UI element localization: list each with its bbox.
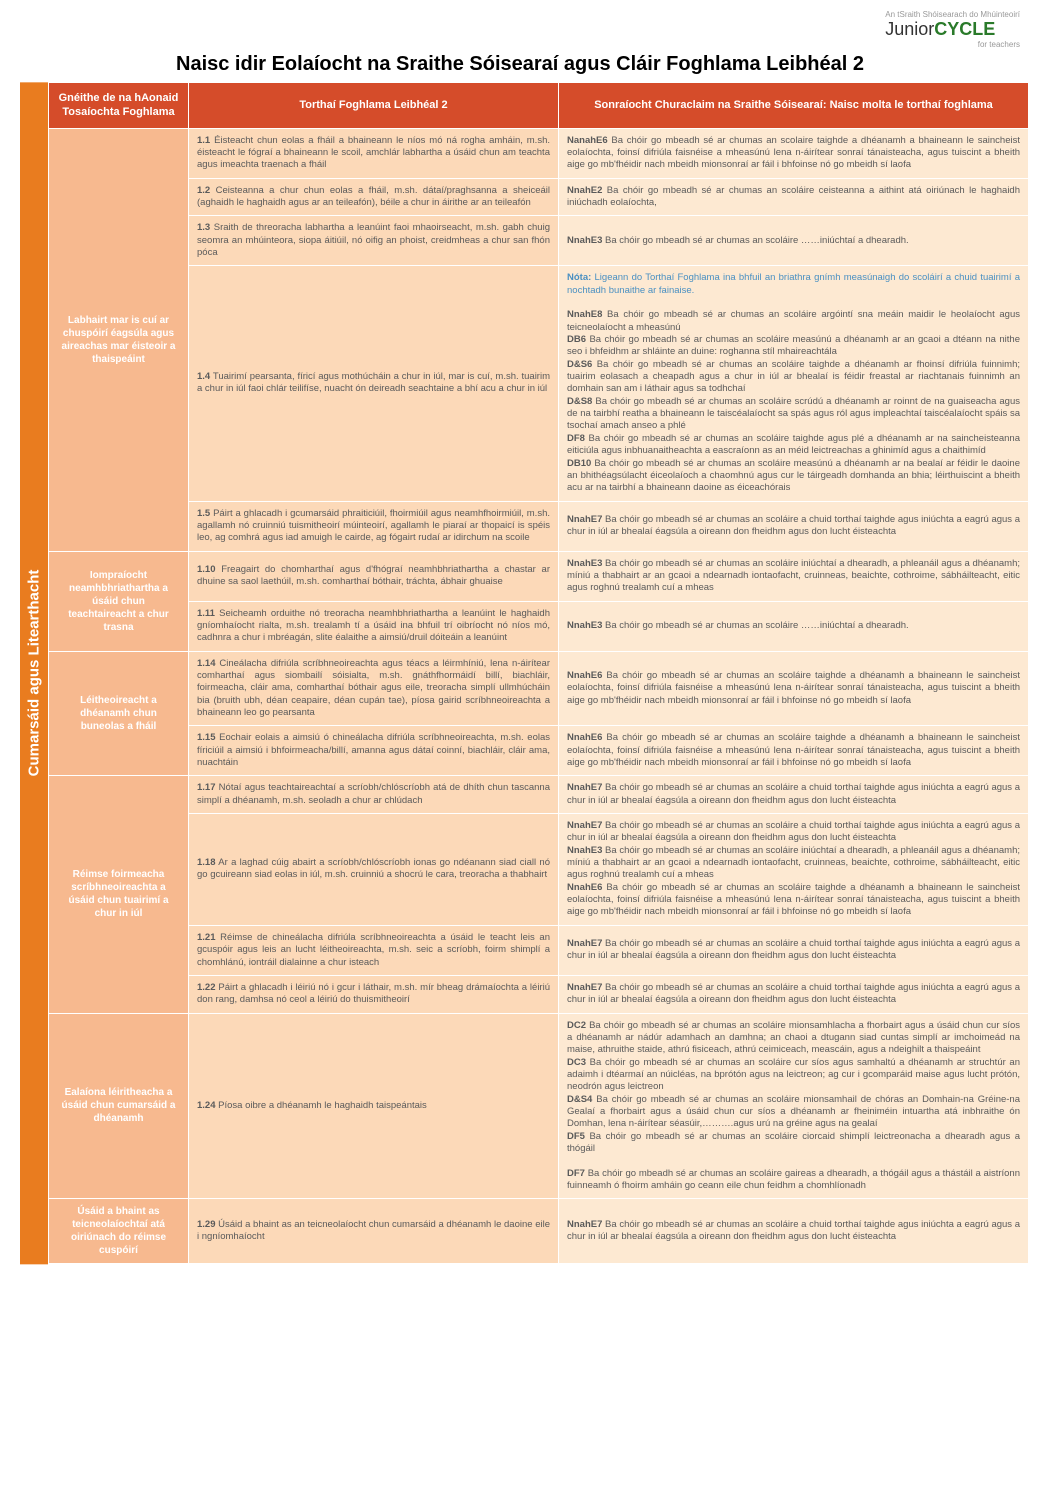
specification-cell: NnahE7 Ba chóir go mbeadh sé ar chumas a… — [559, 1199, 1029, 1264]
main-layout: Cumarsáid agus Litearthacht Gnéithe de n… — [20, 82, 1020, 1264]
specification-cell: DC2 Ba chóir go mbeadh sé ar chumas an s… — [559, 1013, 1029, 1199]
row-group-head: Léitheoireacht a dhéanamh chun buneolas … — [49, 651, 189, 776]
specification-cell: NnahE6 Ba chóir go mbeadh sé ar chumas a… — [559, 726, 1029, 776]
specification-cell: NnahE3 Ba chóir go mbeadh sé ar chumas a… — [559, 601, 1029, 651]
specification-cell: NnahE7 Ba chóir go mbeadh sé ar chumas a… — [559, 776, 1029, 814]
specification-cell: NanahE6 Ba chóir go mbeadh sé ar chumas … — [559, 128, 1029, 178]
content-area: Gnéithe de na hAonaid Tosaíochta Foghlam… — [48, 82, 1029, 1264]
header-smalltext: An tSraith Shóisearach do Mhúinteoirí — [885, 10, 1020, 19]
row-group-head: Ealaíona léiritheacha a úsáid chun cumar… — [49, 1013, 189, 1199]
specification-cell: NnahE2 Ba chóir go mbeadh sé ar chumas a… — [559, 178, 1029, 216]
specification-cell: NnahE6 Ba chóir go mbeadh sé ar chumas a… — [559, 651, 1029, 726]
learning-outcome-cell: 1.3 Sraith de threoracha labhartha a lea… — [189, 216, 559, 266]
learning-outcome-cell: 1.11 Seicheamh orduithe nó treoracha nea… — [189, 601, 559, 651]
logo-cycle: CYCLE — [934, 19, 995, 39]
col-header-1: Gnéithe de na hAonaid Tosaíochta Foghlam… — [49, 83, 189, 129]
top-bar: An tSraith Shóisearach do Mhúinteoirí Ju… — [20, 10, 1020, 49]
learning-outcome-cell: 1.29 Úsáid a bhaint as an teicneolaíocht… — [189, 1199, 559, 1264]
learning-outcome-cell: 1.22 Páirt a ghlacadh i léiriú nó i gcur… — [189, 975, 559, 1013]
specification-cell: NnahE7 Ba chóir go mbeadh sé ar chumas a… — [559, 814, 1029, 926]
col-header-2: Torthaí Foghlama Leibhéal 2 — [189, 83, 559, 129]
curriculum-table: Gnéithe de na hAonaid Tosaíochta Foghlam… — [48, 82, 1029, 1264]
sidebar-label: Cumarsáid agus Litearthacht — [20, 82, 48, 1264]
learning-outcome-cell: 1.1 Éisteacht chun eolas a fháil a bhain… — [189, 128, 559, 178]
logo: JuniorCYCLE for teachers — [885, 19, 1020, 49]
row-group-head: Iompraíocht neamhbhriathartha a úsáid ch… — [49, 551, 189, 651]
page-title: Naisc idir Eolaíocht na Sraithe Sóiseara… — [20, 53, 1020, 76]
col-header-3: Sonraíocht Churaclaim na Sraithe Sóisear… — [559, 83, 1029, 129]
specification-cell: NnahE7 Ba chóir go mbeadh sé ar chumas a… — [559, 501, 1029, 551]
logo-sub: for teachers — [885, 40, 1020, 49]
learning-outcome-cell: 1.5 Páirt a ghlacadh i gcumarsáid phrait… — [189, 501, 559, 551]
learning-outcome-cell: 1.18 Ar a laghad cúig abairt a scríobh/c… — [189, 814, 559, 926]
specification-cell: Nóta: Ligeann do Torthaí Foghlama ina bh… — [559, 266, 1029, 501]
row-group-head: Labhairt mar is cuí ar chuspóirí éagsúla… — [49, 128, 189, 551]
learning-outcome-cell: 1.24 Píosa oibre a dhéanamh le haghaidh … — [189, 1013, 559, 1199]
specification-cell: NnahE3 Ba chóir go mbeadh sé ar chumas a… — [559, 551, 1029, 601]
learning-outcome-cell: 1.15 Eochair eolais a aimsiú ó chineálac… — [189, 726, 559, 776]
learning-outcome-cell: 1.17 Nótaí agus teachtaireachtaí a scrío… — [189, 776, 559, 814]
learning-outcome-cell: 1.10 Freagairt do chomharthaí agus d'fhó… — [189, 551, 559, 601]
learning-outcome-cell: 1.2 Ceisteanna a chur chun eolas a fháil… — [189, 178, 559, 216]
learning-outcome-cell: 1.21 Réimse de chineálacha difriúla scrí… — [189, 925, 559, 975]
learning-outcome-cell: 1.4 Tuairimí pearsanta, fíricí agus moth… — [189, 266, 559, 501]
specification-cell: NnahE7 Ba chóir go mbeadh sé ar chumas a… — [559, 925, 1029, 975]
specification-cell: NnahE3 Ba chóir go mbeadh sé ar chumas a… — [559, 216, 1029, 266]
row-group-head: Úsáid a bhaint as teicneolaíochtaí atá o… — [49, 1199, 189, 1264]
learning-outcome-cell: 1.14 Cineálacha difriúla scríbhneoireach… — [189, 651, 559, 726]
logo-junior: Junior — [885, 19, 934, 39]
specification-cell: NnahE7 Ba chóir go mbeadh sé ar chumas a… — [559, 975, 1029, 1013]
row-group-head: Réimse foirmeacha scríbhneoireachta a ús… — [49, 776, 189, 1013]
